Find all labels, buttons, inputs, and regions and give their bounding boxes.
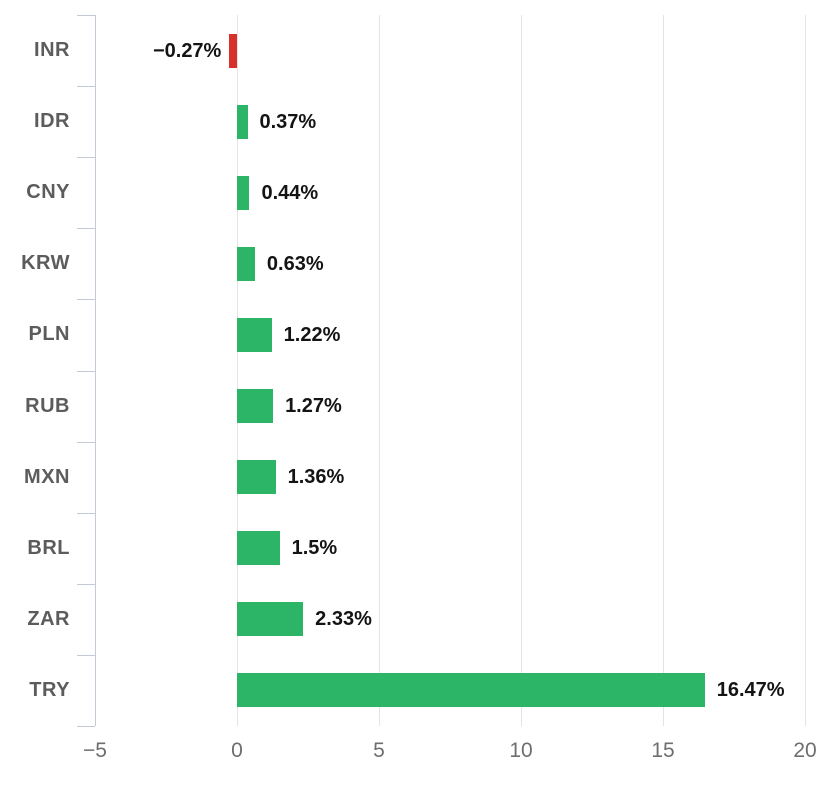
y-axis-tick-10 xyxy=(77,726,95,727)
value-label-brl: 1.5% xyxy=(291,537,338,560)
value-label-cny: 0.44% xyxy=(261,181,319,204)
bar-rub xyxy=(237,389,274,424)
value-label-mxn: 1.36% xyxy=(287,466,345,489)
value-label-inr: −0.27% xyxy=(152,39,222,62)
x-tick-label-15: 15 xyxy=(651,739,675,762)
value-label-rub: 1.27% xyxy=(285,395,342,418)
category-label-mxn: MXN xyxy=(24,465,70,488)
x-tick-label-5: 5 xyxy=(373,739,385,762)
gridline-x-5 xyxy=(378,15,380,726)
bar-mxn xyxy=(237,460,276,495)
bar-idr xyxy=(237,104,248,139)
gridline-x-20 xyxy=(804,15,806,726)
x-tick-label-10: 10 xyxy=(509,739,533,762)
value-label-krw: 0.63% xyxy=(266,252,324,275)
y-axis-tick-7 xyxy=(77,512,95,514)
y-axis-tick-2 xyxy=(77,157,95,159)
category-label-krw: KRW xyxy=(21,252,70,275)
category-label-brl: BRL xyxy=(27,536,70,559)
gridline-x-0 xyxy=(236,15,238,726)
category-label-try: TRY xyxy=(29,678,70,701)
category-label-pln: PLN xyxy=(28,323,70,346)
gridline-x-10 xyxy=(520,15,522,726)
gridline-x-15 xyxy=(662,15,664,726)
y-axis-tick-6 xyxy=(77,441,95,443)
bar-krw xyxy=(237,246,255,281)
bar-try xyxy=(237,673,705,708)
y-axis-tick-9 xyxy=(77,654,95,656)
value-label-pln: 1.22% xyxy=(283,323,341,346)
bar-brl xyxy=(237,531,280,566)
category-label-zar: ZAR xyxy=(27,607,70,630)
y-axis-tick-3 xyxy=(77,228,95,230)
y-axis-tick-1 xyxy=(77,86,95,88)
y-axis-tick-5 xyxy=(77,370,95,372)
category-label-rub: RUB xyxy=(25,394,70,417)
y-axis-tick-0 xyxy=(77,15,95,16)
y-axis-tick-8 xyxy=(77,583,95,585)
category-label-idr: IDR xyxy=(34,110,70,133)
x-tick-label-20: 20 xyxy=(793,739,817,762)
category-label-cny: CNY xyxy=(26,181,70,204)
y-axis-tick-4 xyxy=(77,299,95,301)
bar-inr xyxy=(229,33,237,68)
x-tick-label-0: 0 xyxy=(231,739,243,762)
value-label-zar: 2.33% xyxy=(315,608,372,631)
value-label-idr: 0.37% xyxy=(259,110,317,133)
bar-cny xyxy=(237,175,250,210)
bar-zar xyxy=(237,602,304,637)
x-tick-label--5: −5 xyxy=(83,739,107,762)
value-label-try: 16.47% xyxy=(716,679,785,702)
y-axis-line xyxy=(95,15,96,726)
category-label-inr: INR xyxy=(34,39,70,61)
bar-pln xyxy=(237,317,272,352)
